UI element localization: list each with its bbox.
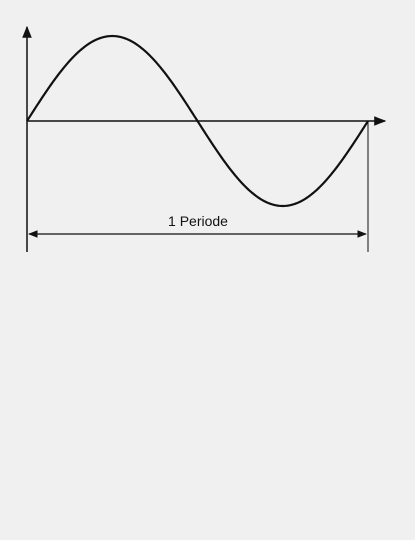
period-label: 1 Periode xyxy=(168,213,228,229)
sine-curve xyxy=(26,34,369,208)
